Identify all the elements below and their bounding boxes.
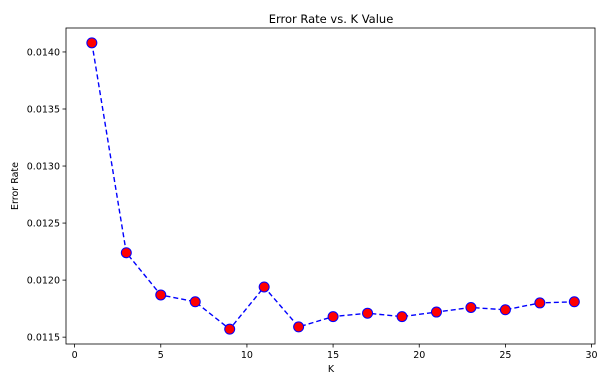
y-tick-label: 0.0115 xyxy=(27,332,60,343)
data-point xyxy=(396,311,408,323)
data-point xyxy=(120,247,132,259)
x-axis-title: K xyxy=(328,364,335,373)
data-point xyxy=(224,323,236,335)
y-tick-label: 0.0135 xyxy=(27,104,60,115)
series-layer xyxy=(86,37,580,335)
x-tick-label: 25 xyxy=(499,350,511,361)
x-tick-label: 20 xyxy=(413,350,425,361)
data-point xyxy=(499,304,511,316)
x-tick-label: 10 xyxy=(241,350,253,361)
data-point xyxy=(568,296,580,308)
data-point xyxy=(362,307,374,319)
x-tick-label: 0 xyxy=(72,350,78,361)
data-point xyxy=(430,306,442,318)
y-tick-label: 0.0140 xyxy=(27,47,60,58)
data-point xyxy=(327,311,339,323)
x-tick-label: 30 xyxy=(586,350,597,361)
x-axis: 0 5 10 15 20 25 30 xyxy=(72,344,597,361)
data-point xyxy=(465,301,477,313)
y-tick-label: 0.0130 xyxy=(27,161,60,172)
y-axis: 0.0115 0.0120 0.0125 0.0130 0.0135 0.0140 xyxy=(27,47,66,343)
plot-area xyxy=(65,27,596,345)
y-axis-title: Error Rate xyxy=(10,162,21,210)
data-point xyxy=(189,296,201,308)
y-tick-label: 0.0125 xyxy=(27,218,60,229)
x-tick-label: 15 xyxy=(327,350,339,361)
data-point xyxy=(86,37,98,49)
data-point xyxy=(258,281,270,293)
x-tick-label: 5 xyxy=(158,350,164,361)
data-point xyxy=(534,297,546,309)
data-point xyxy=(155,289,167,301)
chart-title: Error Rate vs. K Value xyxy=(269,12,394,26)
data-point xyxy=(293,321,305,333)
y-tick-label: 0.0120 xyxy=(27,275,60,286)
